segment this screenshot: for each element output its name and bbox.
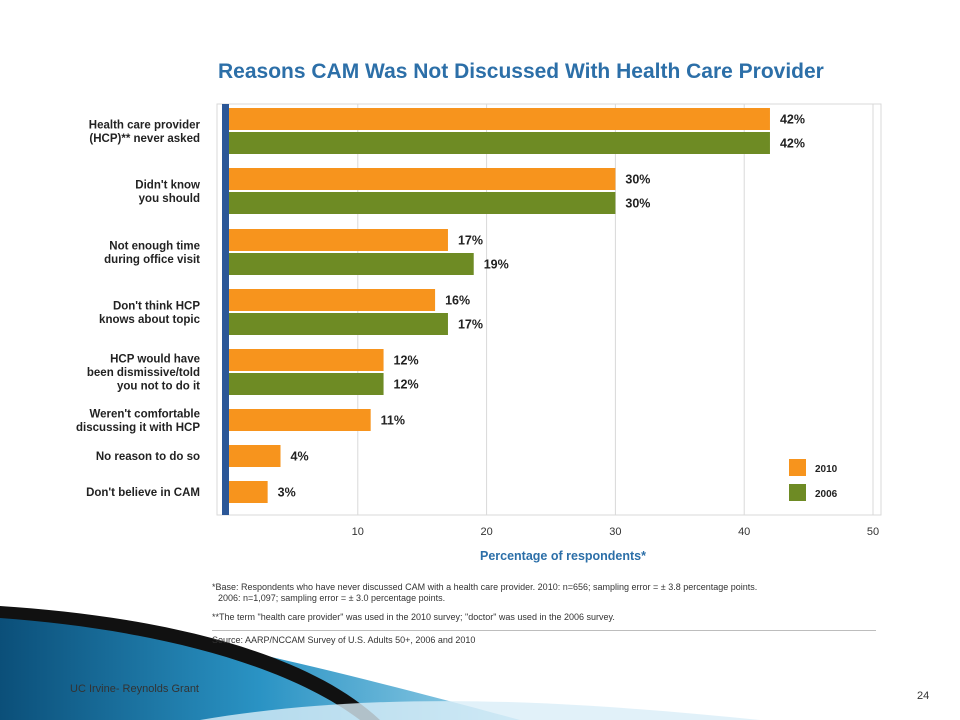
data-label: 4%: [291, 450, 309, 464]
x-axis-title: Percentage of respondents*: [480, 549, 646, 563]
x-tick-label: 50: [867, 526, 879, 538]
source-note: Source: AARP/NCCAM Survey of U.S. Adults…: [212, 635, 476, 645]
bar-2010: [229, 445, 281, 467]
data-label: 30%: [625, 173, 650, 187]
bar-2006: [229, 313, 448, 335]
category-label: Health care provider: [89, 119, 201, 131]
category-label: Don't believe in CAM: [86, 487, 200, 499]
footnote-term: **The term "health care provider" was us…: [212, 612, 615, 622]
x-tick-label: 40: [738, 526, 750, 538]
x-tick-label: 10: [352, 526, 364, 538]
data-label: 12%: [394, 378, 419, 392]
category-label: knows about topic: [99, 314, 201, 326]
category-label: Weren't comfortable: [89, 408, 200, 420]
bar-2006: [229, 192, 616, 214]
legend-label: 2010: [815, 464, 838, 475]
y-axis-bar: [222, 104, 229, 515]
data-label: 42%: [780, 113, 805, 127]
footnote-base-line1: *Base: Respondents who have never discus…: [212, 582, 758, 592]
category-label: No reason to do so: [96, 451, 200, 463]
footnote-base-line2: 2006: n=1,097; sampling error = ± 3.0 pe…: [218, 593, 446, 603]
slide-footer: UC Irvine- Reynolds Grant: [70, 683, 199, 695]
bar-2010: [229, 229, 448, 251]
category-label: during office visit: [104, 254, 200, 266]
x-tick-label: 30: [609, 526, 621, 538]
bar-2010: [229, 409, 371, 431]
bar-2010: [229, 108, 770, 130]
data-label: 30%: [625, 197, 650, 211]
chart-title: Reasons CAM Was Not Discussed With Healt…: [218, 60, 824, 83]
legend-label: 2006: [815, 489, 838, 500]
bar-2010: [229, 481, 268, 503]
bar-2006: [229, 253, 474, 275]
category-label: Don't think HCP: [113, 300, 200, 312]
data-label: 19%: [484, 258, 509, 272]
category-label: (HCP)** never asked: [89, 133, 200, 145]
x-tick-label: 20: [480, 526, 492, 538]
bar-2010: [229, 349, 384, 371]
bar-2010: [229, 168, 616, 190]
data-label: 17%: [458, 318, 483, 332]
footnote-base: *Base: Respondents who have never discus…: [212, 582, 757, 604]
category-label: you not to do it: [117, 381, 200, 393]
data-label: 16%: [445, 294, 470, 308]
category-label: Didn't know: [135, 179, 200, 191]
data-label: 17%: [458, 234, 483, 248]
category-label: HCP would have: [110, 354, 200, 366]
footnote-divider: [212, 630, 876, 631]
legend-swatch-2010: [789, 459, 806, 476]
legend-swatch-2006: [789, 484, 806, 501]
category-label: you should: [139, 193, 200, 205]
bar-2006: [229, 373, 384, 395]
bar-2010: [229, 289, 436, 311]
data-label: 12%: [394, 354, 419, 368]
page-number: 24: [917, 690, 930, 702]
category-label: discussing it with HCP: [76, 422, 200, 434]
bar-2006: [229, 132, 770, 154]
data-label: 11%: [381, 414, 405, 428]
data-label: 3%: [278, 486, 296, 500]
data-label: 42%: [780, 137, 805, 151]
category-label: Not enough time: [109, 240, 200, 252]
plot-frame: [216, 103, 882, 516]
category-label: been dismissive/told: [87, 367, 200, 379]
